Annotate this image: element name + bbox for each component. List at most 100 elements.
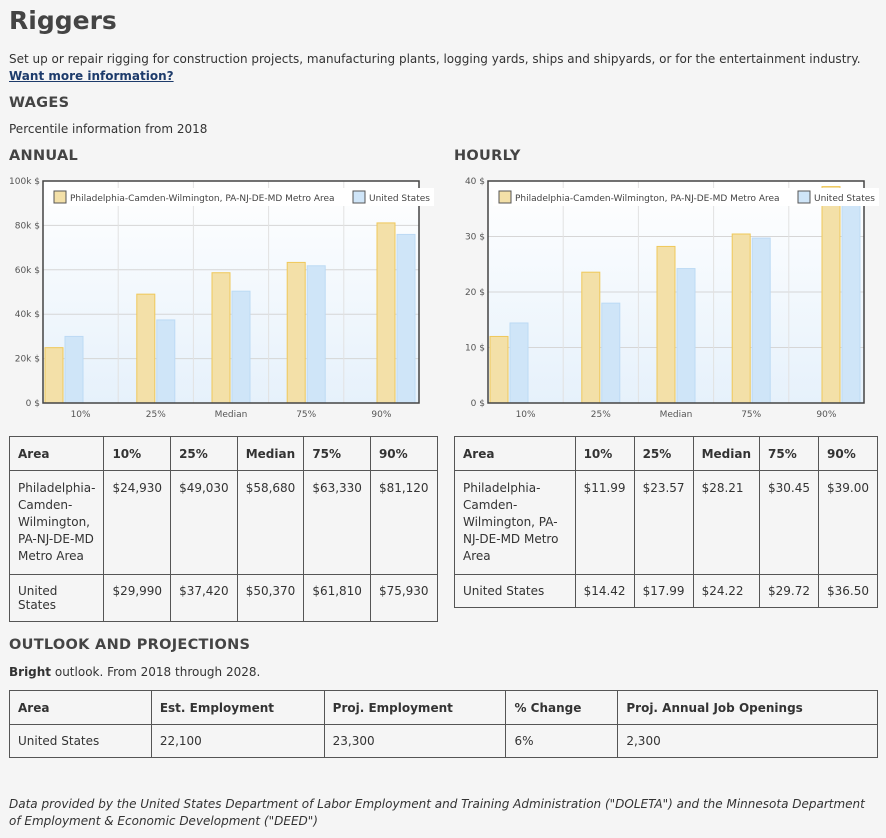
us-bar [751, 237, 771, 403]
hourly-wage-table: Area 10% 25% Median 75% 90% Philadelphia-Camd… [454, 436, 878, 608]
column-header: 25% [170, 436, 238, 471]
hourly-chart-svg: 0 $ 10 $ 20 $ 30 $ 40 $ 10% 25% Median 75% 90% Phi… [465, 177, 879, 420]
table-row: United States 22,100 23,300 6% 2,300 [9, 724, 878, 758]
metro-bar [731, 233, 751, 403]
y-tick-label: 20k $ [15, 355, 40, 365]
metro-bar [656, 245, 676, 403]
x-tick-label: 25% [146, 410, 166, 420]
page-title: Riggers [9, 6, 117, 35]
metro-bar [489, 335, 509, 403]
value-cell: $49,030 [170, 470, 238, 575]
annual-wage-chart: 0 $ 20k $ 40k $ 60k $ 80k $ 100k $ 10% 25% Media… [9, 172, 434, 424]
plot-frame [42, 180, 420, 404]
y-tick-label: 30 $ [465, 233, 485, 243]
value-cell: $81,120 [369, 470, 438, 575]
outlook-rating: Bright [9, 665, 52, 679]
hourly-heading: HOURLY [454, 148, 521, 164]
column-header: Proj. Employment [323, 690, 507, 725]
metro-bar [211, 272, 231, 404]
metro-bar [821, 186, 841, 403]
column-header: Area [8, 436, 105, 471]
area-cell: Philadelphia-Camden-Wilmington, PA-NJ-DE… [454, 470, 576, 575]
y-tick-label: 100k $ [9, 177, 40, 187]
column-header: Area [454, 436, 576, 471]
column-header: 10% [103, 436, 172, 471]
legend-label-us: United States [814, 194, 875, 204]
table-header-row: Area Est. Employment Proj. Employment% Cha… [9, 690, 878, 725]
value-cell: $29.72 [759, 574, 819, 608]
outlook-note: Bright outlook. From 2018 through 2028. [9, 665, 260, 679]
table-row: Philadelphia-Camden-Wilmington, PA-NJ-DE… [8, 470, 438, 575]
column-header: 25% [633, 436, 694, 471]
us-bar [509, 322, 529, 403]
outlook-note-text: outlook. From 2018 through 2028. [51, 665, 261, 679]
more-info-link[interactable]: Want more information? [9, 69, 174, 83]
area-cell: United States [454, 574, 576, 608]
plot-frame [487, 180, 865, 404]
y-tick-label: 10 $ [465, 344, 485, 354]
y-tick-label: 80k $ [15, 221, 40, 231]
value-cell: $39.00 [818, 470, 878, 575]
x-tick-label: 90% [371, 410, 391, 420]
value-cell: $61,810 [303, 574, 371, 622]
us-bar [841, 199, 861, 403]
area-cell: United States [8, 574, 105, 622]
us-bar [231, 290, 251, 404]
value-cell: $23.57 [633, 470, 694, 575]
legend: Philadelphia-Camden-Wilmington, PA-NJ-DE… [493, 188, 879, 206]
legend-swatch-us [797, 190, 811, 204]
value-cell: $24,930 [103, 470, 172, 575]
value-cell: 23,300 [323, 724, 507, 758]
value-cell: $11.99 [574, 470, 635, 575]
x-tick-label: Median [215, 410, 248, 420]
wages-heading: WAGES [9, 95, 70, 111]
y-tick-label: 0 $ [471, 399, 485, 409]
x-tick-label: 75% [741, 410, 761, 420]
table-row: Philadelphia-Camden-Wilmington, PA-NJ-DE… [454, 470, 878, 575]
area-cell: Philadelphia-Camden-Wilmington, PA-NJ-DE… [8, 470, 105, 575]
legend-swatch-metro [498, 190, 512, 204]
value-cell: $50,370 [236, 574, 305, 622]
y-tick-label: 40 $ [465, 177, 485, 187]
metro-bar [136, 293, 156, 404]
value-cell: $24.22 [692, 574, 761, 608]
column-header: % Change [505, 690, 619, 725]
value-cell: $17.99 [633, 574, 694, 608]
x-tick-label: 25% [591, 410, 611, 420]
us-bar [396, 233, 416, 404]
legend-swatch-metro [53, 190, 67, 204]
legend: Philadelphia-Camden-Wilmington, PA-NJ-DE… [48, 188, 434, 206]
value-cell: $30.45 [759, 470, 819, 575]
y-tick-label: 20 $ [465, 288, 485, 298]
percentile-note: Percentile information from 2018 [9, 122, 208, 136]
column-header: 75% [759, 436, 819, 471]
column-header: 90% [818, 436, 878, 471]
plot-area [43, 181, 419, 403]
bars-group [44, 222, 416, 404]
hourly-wage-chart: 0 $ 10 $ 20 $ 30 $ 40 $ 10% 25% Median 75% 90% Phi… [454, 172, 879, 424]
outlook-heading: OUTLOOK AND PROJECTIONS [9, 637, 251, 653]
legend-background [493, 188, 879, 206]
y-tick-label: 0 $ [26, 399, 40, 409]
x-tick-label: 10% [71, 410, 91, 420]
legend-label-us: United States [369, 194, 430, 204]
value-cell: $37,420 [170, 574, 238, 622]
value-cell: $29,990 [103, 574, 172, 622]
us-bar [306, 265, 326, 404]
column-header: Median [236, 436, 305, 471]
us-bar [64, 335, 84, 404]
value-cell: 6% [505, 724, 619, 758]
data-source-footer: Data provided by the United States Depar… [9, 797, 865, 828]
legend-label-metro: Philadelphia-Camden-Wilmington, PA-NJ-DE… [515, 194, 780, 204]
table-header-row: Area 10% 25% Median 75% 90% [454, 436, 878, 471]
column-header: 90% [369, 436, 438, 471]
value-cell: $75,930 [369, 574, 438, 622]
us-bar [156, 319, 176, 404]
us-bar [676, 268, 696, 403]
value-cell: 2,300 [617, 724, 878, 758]
occupation-description: Set up or repair rigging for constructio… [9, 52, 861, 66]
table-header-row: Area 10% 25% Median 75% 90% [8, 436, 438, 471]
y-tick-label: 40k $ [15, 310, 40, 320]
metro-bar [286, 261, 306, 404]
value-cell: 22,100 [150, 724, 325, 758]
